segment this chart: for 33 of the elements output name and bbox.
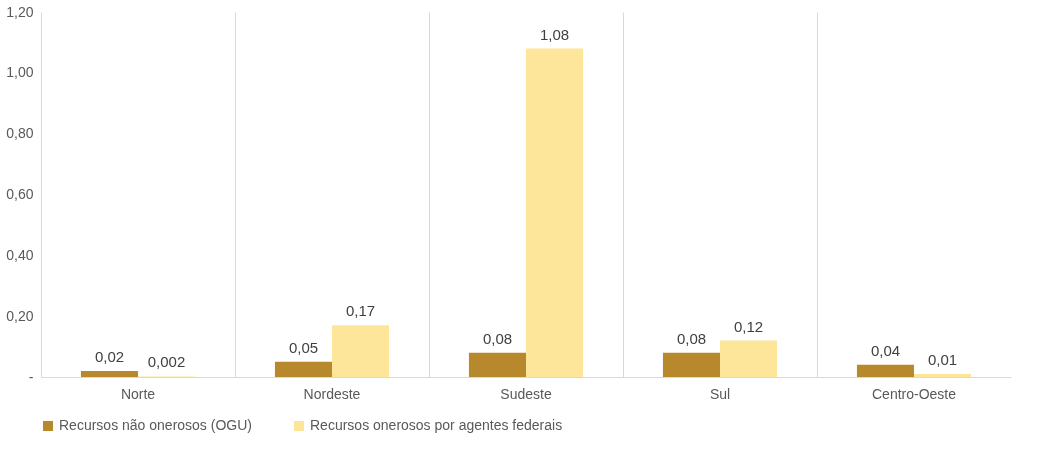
data-label: 0,002 bbox=[147, 353, 186, 371]
x-tick-label: Nordeste bbox=[303, 385, 361, 402]
data-label: 0,01 bbox=[927, 350, 958, 368]
bar bbox=[720, 340, 778, 377]
x-tick-label: Centro-Oeste bbox=[871, 385, 957, 402]
legend-label: Recursos onerosos por agentes federais bbox=[310, 417, 563, 433]
y-tick-label: 0,20 bbox=[6, 307, 34, 324]
data-label: 1,08 bbox=[539, 25, 570, 43]
x-tick-label: Norte bbox=[120, 385, 156, 402]
bar bbox=[468, 352, 526, 377]
data-label: 0,05 bbox=[288, 338, 319, 356]
legend-label: Recursos não onerosos (OGU) bbox=[59, 417, 252, 433]
y-tick-label: - bbox=[28, 368, 34, 385]
data-label: 0,12 bbox=[733, 317, 764, 335]
data-label: 0,04 bbox=[870, 341, 901, 359]
bar bbox=[662, 352, 720, 377]
y-tick-label: 0,60 bbox=[6, 186, 34, 202]
y-tick-label: 0,40 bbox=[6, 246, 34, 263]
bar bbox=[274, 361, 332, 377]
bar bbox=[80, 370, 138, 377]
bar bbox=[856, 364, 914, 377]
data-label: 0,02 bbox=[94, 347, 125, 365]
data-label: 0,17 bbox=[345, 302, 376, 320]
y-tick-label: 1,20 bbox=[6, 3, 34, 20]
x-tick-label: Sul bbox=[709, 385, 731, 402]
y-tick-label: 1,00 bbox=[6, 64, 34, 81]
x-tick-label: Sudeste bbox=[500, 385, 552, 402]
y-tick-label: 0,80 bbox=[6, 125, 34, 142]
data-label: 0,08 bbox=[482, 329, 513, 347]
bar bbox=[914, 373, 972, 377]
bar bbox=[332, 325, 390, 377]
data-label: 0,08 bbox=[676, 329, 707, 347]
bar bbox=[526, 48, 584, 377]
